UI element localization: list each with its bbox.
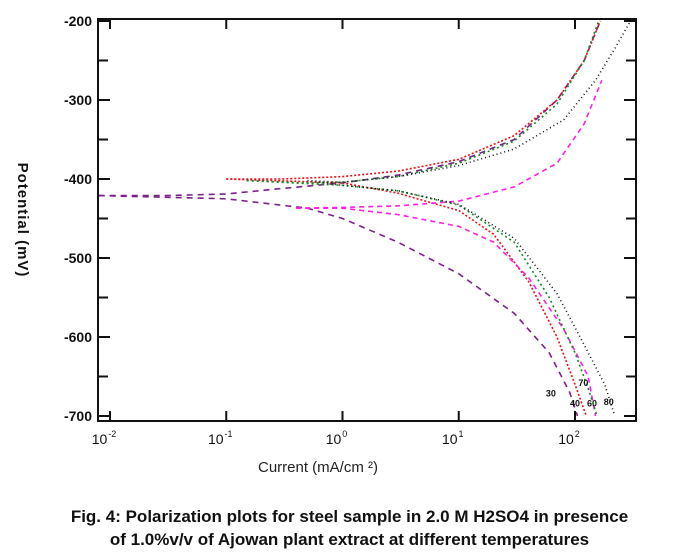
x-tick-label: 10-2 [92, 429, 117, 447]
series-80: 80 [307, 20, 632, 417]
y-axis-label: Potential (mV) [14, 163, 31, 278]
figure-caption-line-2: of 1.0%v/v of Ajowan plant extract at di… [109, 530, 590, 549]
series-80-anodic-branch [307, 20, 632, 184]
series-label-60: 60 [587, 399, 597, 409]
series-60-cathodic-branch [296, 207, 597, 417]
series-80-cathodic-branch [307, 179, 616, 417]
series-40: 40 [226, 20, 602, 417]
series-label-30: 30 [546, 388, 556, 398]
y-tick-label: -600 [64, 329, 92, 345]
series-30-cathodic-branch [98, 194, 579, 417]
series-label-40: 40 [570, 399, 580, 409]
x-axis-label: Current (mA/cm ²) [258, 459, 378, 476]
series-40-cathodic-branch [226, 178, 588, 417]
series-layer: 30 40 60 70 80 [98, 20, 632, 417]
series-label-80: 80 [604, 397, 614, 407]
series-label-70: 70 [578, 378, 588, 388]
x-tick-label: 101 [442, 429, 464, 447]
y-tick-label: -400 [64, 171, 92, 187]
x-tick-label: 100 [326, 429, 348, 447]
x-tick-label: 102 [558, 429, 580, 447]
series-30-anodic-branch [98, 24, 600, 197]
y-tick-label: -700 [64, 408, 92, 424]
series-60: 60 [296, 79, 603, 417]
y-tick-label: -200 [64, 13, 92, 29]
figure-caption-line-1: Fig. 4: Polarization plots for steel sam… [70, 507, 629, 526]
series-70: 70 [246, 20, 600, 417]
series-30: 30 [98, 24, 600, 417]
plot-frame [97, 18, 637, 422]
y-tick-label: -300 [64, 92, 92, 108]
x-tick-label: 10-1 [208, 429, 233, 447]
series-70-anodic-branch [246, 20, 600, 184]
series-40-anodic-branch [226, 20, 602, 180]
series-70-cathodic-branch [246, 179, 598, 417]
y-tick-label: -500 [64, 250, 92, 266]
series-60-anodic-branch [296, 79, 603, 209]
